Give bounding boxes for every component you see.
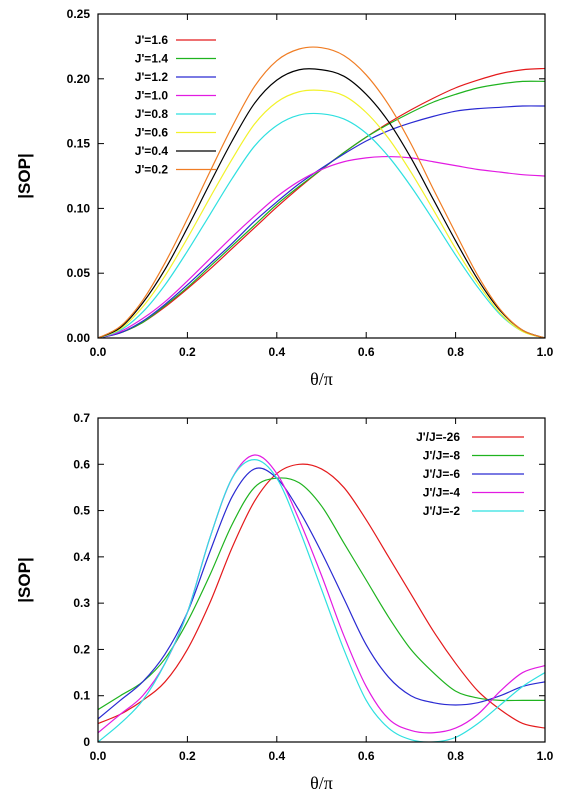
x-tick-label: 1.0 — [537, 345, 554, 359]
x-axis-label: θ/π — [310, 773, 333, 793]
plot-frame — [97, 13, 546, 339]
y-axis-label: |SOP| — [15, 153, 34, 198]
y-tick-label: 0.4 — [73, 550, 90, 564]
x-tick-label: 1.0 — [537, 749, 554, 763]
chart-1: 0.0 0.2 0.4 0.6 0.8 1.0 0.00 0.05 0.10 0.15 0.20 0.… — [15, 7, 554, 389]
y-tick-label: 0.2 — [73, 642, 90, 656]
x-tick-label: 0.2 — [179, 749, 196, 763]
legend-label-4: J'=1.0 — [135, 89, 169, 103]
y-tick-label: 0.7 — [73, 411, 90, 425]
y-axis-label: |SOP| — [15, 557, 34, 602]
x-tick-label: 0.2 — [179, 345, 196, 359]
x-tick-label: 0.4 — [268, 345, 285, 359]
legend-label-3: J'/J=-6 — [423, 467, 461, 481]
x-tick-label: 0.4 — [268, 749, 285, 763]
legend-label-3: J'=1.2 — [135, 70, 169, 84]
legend-label-5: J'/J=-2 — [423, 504, 461, 518]
x-axis-label: θ/π — [310, 369, 333, 389]
series-line-3 — [98, 467, 545, 720]
legend-label-4: J'/J=-4 — [423, 486, 461, 500]
series-line-5 — [98, 112, 545, 338]
series-line-4 — [98, 155, 545, 338]
y-tick-label: 0.3 — [73, 596, 90, 610]
y-tick-label: 0.20 — [67, 72, 91, 86]
plot-frame — [97, 417, 546, 743]
legend-label-7: J'=0.4 — [135, 144, 169, 158]
series-group — [98, 46, 545, 338]
y-tick-label: 0.5 — [73, 504, 90, 518]
series-line-6 — [98, 89, 545, 338]
x-tick-label: 0.6 — [358, 749, 375, 763]
x-tick-label: 0.0 — [90, 749, 107, 763]
x-tick-label: 0.6 — [358, 345, 375, 359]
legend: J'=1.6 J'=1.4 J'=1.2 J'=1.0 J'=0.8 J'=0.6 J'=0… — [135, 33, 216, 177]
series-line-8 — [98, 46, 545, 338]
y-tick-label: 0.10 — [67, 201, 91, 215]
legend-label-5: J'=0.8 — [135, 107, 169, 121]
chart-2: 0.0 0.2 0.4 0.6 0.8 1.0 0 0.1 0.2 0.3 0.4 0.5 0.6 0.7… — [15, 411, 554, 793]
series-line-1 — [98, 463, 545, 729]
x-tick-label: 0.8 — [447, 345, 464, 359]
y-tick-label: 0.25 — [67, 7, 91, 21]
series-line-7 — [98, 68, 545, 338]
series-line-2 — [98, 477, 545, 711]
y-tick-label: 0.05 — [67, 266, 91, 280]
x-tick-label: 0.0 — [90, 345, 107, 359]
y-tick-label: 0.6 — [73, 457, 90, 471]
legend-label-8: J'=0.2 — [135, 163, 169, 177]
y-tick-label: 0 — [83, 735, 90, 749]
legend-label-2: J'/J=-8 — [423, 449, 461, 463]
x-tick-label: 0.8 — [447, 749, 464, 763]
series-line-3 — [98, 105, 545, 338]
legend: J'/J=-26 J'/J=-8 J'/J=-6 J'/J=-4 J'/J=-2 — [416, 430, 524, 518]
legend-label-1: J'/J=-26 — [416, 430, 460, 444]
series-line-5 — [98, 459, 545, 742]
y-tick-label: 0.00 — [67, 331, 91, 345]
series-group — [98, 454, 545, 742]
y-tick-label: 0.1 — [73, 689, 90, 703]
legend-label-2: J'=1.4 — [135, 52, 169, 66]
legend-label-1: J'=1.6 — [135, 33, 169, 47]
legend-label-6: J'=0.6 — [135, 126, 169, 140]
y-tick-label: 0.15 — [67, 137, 91, 151]
